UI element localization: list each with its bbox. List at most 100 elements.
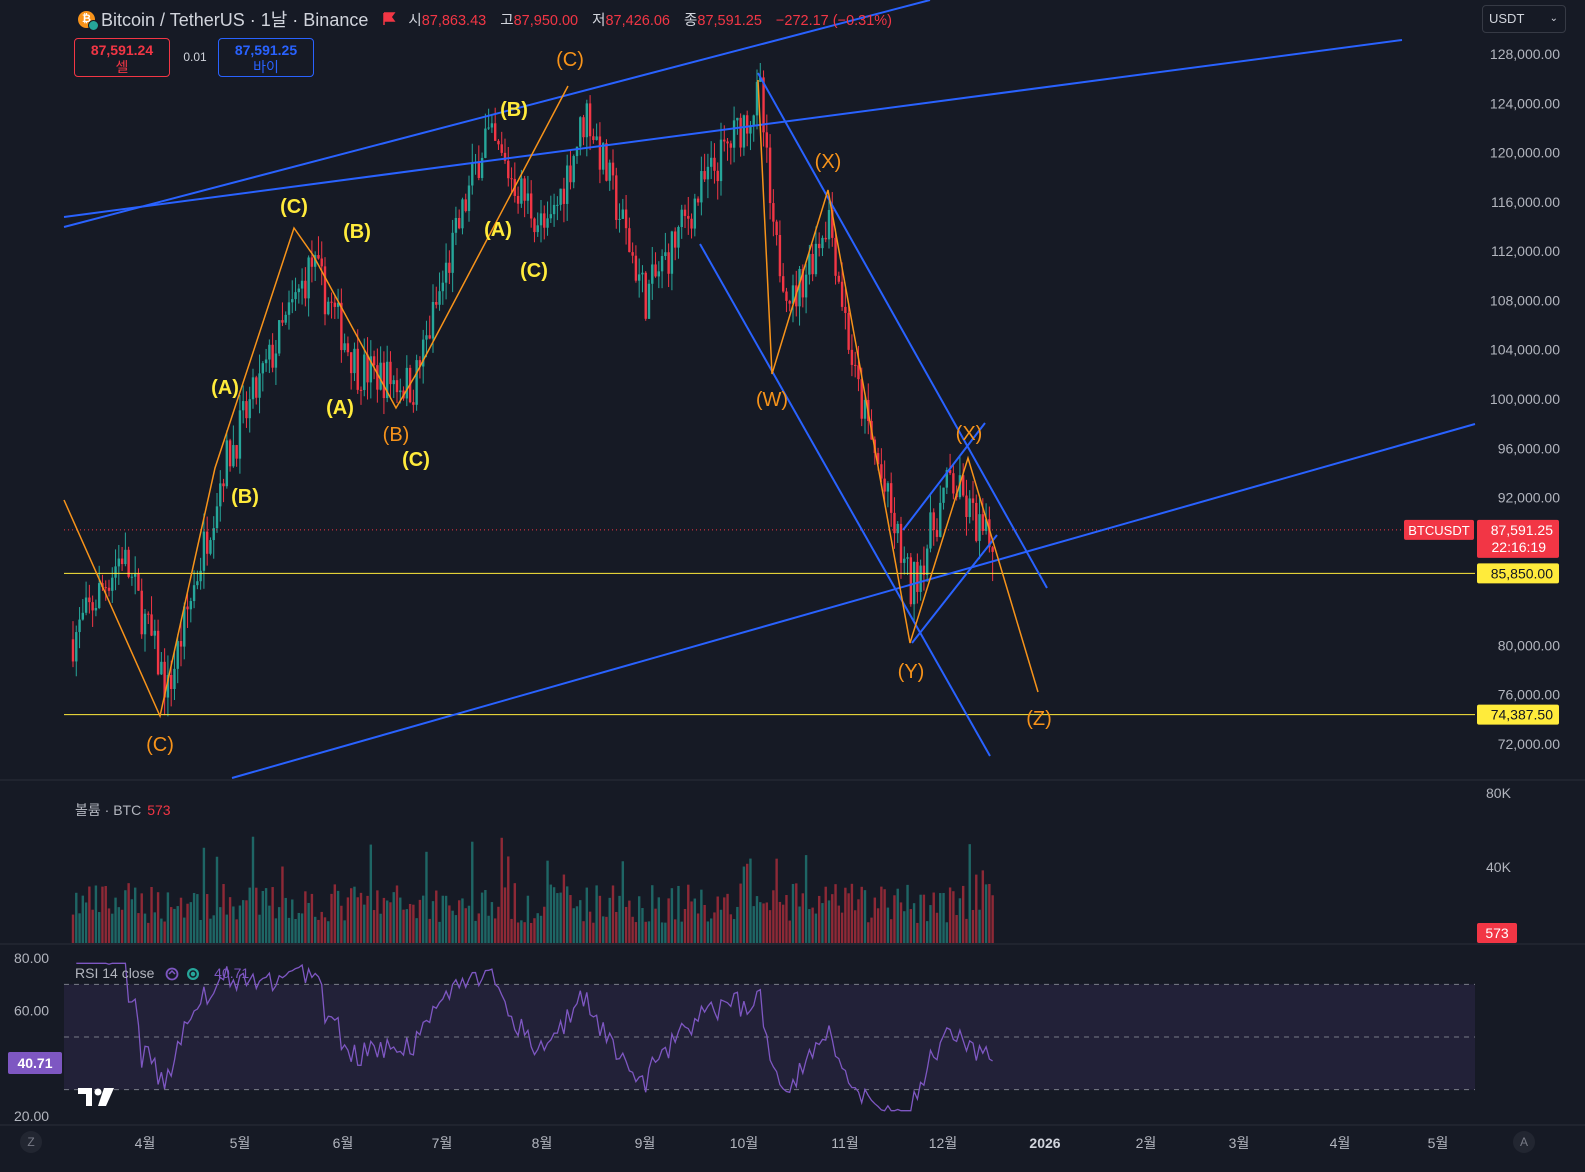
- volume-bar: [310, 893, 314, 943]
- time-axis-label: 4월: [135, 1135, 156, 1151]
- candle-body: [886, 483, 890, 492]
- volume-bar: [490, 902, 494, 943]
- volume-bar: [526, 895, 530, 943]
- wave-label: (C): [146, 734, 174, 756]
- candle-body: [225, 440, 229, 487]
- symbol-title[interactable]: Bitcoin / TetherUS · 1날 · Binance: [101, 10, 369, 30]
- volume-bar: [284, 897, 287, 943]
- wave-paths[interactable]: [63, 79, 1039, 719]
- volume-bar: [356, 897, 359, 943]
- candle-body: [248, 399, 251, 419]
- candle-body: [284, 314, 287, 323]
- candle-body: [336, 302, 340, 307]
- candle-body: [526, 193, 530, 201]
- candle-body: [840, 281, 844, 307]
- volume-bar: [889, 919, 893, 943]
- horizontal-levels[interactable]: [64, 529, 1475, 716]
- candle-body: [919, 565, 922, 592]
- tradingview-logo[interactable]: [78, 1086, 118, 1108]
- volume-bar: [981, 870, 985, 943]
- wave-label: (B): [383, 424, 410, 446]
- volume-bar: [916, 922, 919, 943]
- volume-bar: [192, 892, 196, 943]
- volume-bar: [703, 904, 706, 943]
- volume-bar: [261, 890, 265, 943]
- volume-bar: [163, 921, 166, 943]
- volume-bar: [572, 908, 575, 943]
- candle-body: [598, 136, 602, 170]
- candle-body: [349, 352, 353, 374]
- candle-body: [320, 258, 323, 267]
- volume-bar: [628, 900, 631, 943]
- volume-bar: [762, 903, 765, 943]
- volume-bar: [539, 915, 543, 943]
- candle-body: [166, 674, 170, 698]
- timezone-z-button[interactable]: Z: [20, 1131, 42, 1153]
- candle-body: [487, 127, 490, 129]
- volume-bar: [189, 902, 193, 943]
- volume-bar: [507, 856, 510, 943]
- volume-bar: [736, 906, 739, 943]
- price-axis-tick: 76,000.00: [1498, 687, 1560, 703]
- candle-body: [903, 558, 906, 563]
- last-price-tag: 87,591.25: [1491, 522, 1553, 538]
- volume-bar: [294, 918, 297, 943]
- volume-bar: [857, 899, 860, 943]
- volume-bar: [588, 911, 592, 943]
- buy-button[interactable]: 87,591.25 바이: [218, 38, 314, 77]
- sell-button[interactable]: 87,591.24 셀: [74, 38, 170, 77]
- volume-bar: [605, 916, 608, 943]
- flag-icon[interactable]: [382, 12, 396, 26]
- volume-bar: [801, 893, 805, 943]
- trendlines[interactable]: [63, 0, 1476, 779]
- currency-select[interactable]: USDT ⌄: [1482, 5, 1566, 33]
- time-axis-label: 9월: [635, 1135, 656, 1151]
- volume-bar: [716, 896, 719, 943]
- candle-body: [850, 349, 854, 365]
- candle-body: [984, 519, 988, 531]
- candle-body: [124, 549, 127, 565]
- candle-body: [160, 661, 163, 675]
- candle-body: [421, 339, 425, 367]
- volume-bar: [595, 885, 598, 943]
- volume-bar: [939, 893, 942, 943]
- candle-body: [127, 549, 130, 577]
- wave-label: (X): [956, 423, 983, 445]
- candle-body: [729, 143, 733, 148]
- volume-bar: [772, 890, 775, 943]
- auto-scale-button[interactable]: A: [1513, 1131, 1535, 1153]
- candle-body: [641, 272, 644, 275]
- volume-bar: [785, 895, 788, 943]
- volume-bar: [873, 897, 877, 943]
- candles[interactable]: [71, 62, 994, 717]
- volume-bar: [225, 914, 229, 943]
- rsi-legend[interactable]: RSI 14 close 40.71: [75, 965, 250, 981]
- wave-path: [757, 79, 1039, 693]
- volume-bar: [264, 888, 268, 943]
- candle-body: [71, 639, 75, 662]
- candle-body: [775, 221, 778, 235]
- candle-body: [837, 275, 841, 282]
- price-axis-tick: 128,000.00: [1490, 46, 1560, 62]
- candle-body: [363, 354, 366, 390]
- candle-body: [428, 335, 431, 339]
- volume-bar: [241, 900, 245, 943]
- volume-bar: [107, 908, 111, 943]
- candle-body: [307, 257, 310, 299]
- axes: 128,000.00 124,000.00 120,000.00 116,000.00…: [14, 46, 1560, 1151]
- volume-tag: 573: [1485, 925, 1509, 941]
- candle-body: [696, 198, 700, 203]
- candle-body: [281, 320, 284, 323]
- candle-body: [615, 175, 618, 220]
- candle-body: [961, 475, 965, 496]
- volume-legend[interactable]: 볼륨 · BTC 573: [75, 802, 171, 818]
- rsi-tag: 40.71: [17, 1055, 52, 1071]
- price-axis-tick: 72,000.00: [1498, 736, 1560, 752]
- trendline: [231, 423, 1476, 779]
- rsi-settings-icons[interactable]: [164, 967, 204, 981]
- candle-body: [379, 362, 382, 390]
- volume-bar: [579, 900, 582, 943]
- candle-body: [595, 136, 598, 140]
- candle-body: [814, 243, 818, 275]
